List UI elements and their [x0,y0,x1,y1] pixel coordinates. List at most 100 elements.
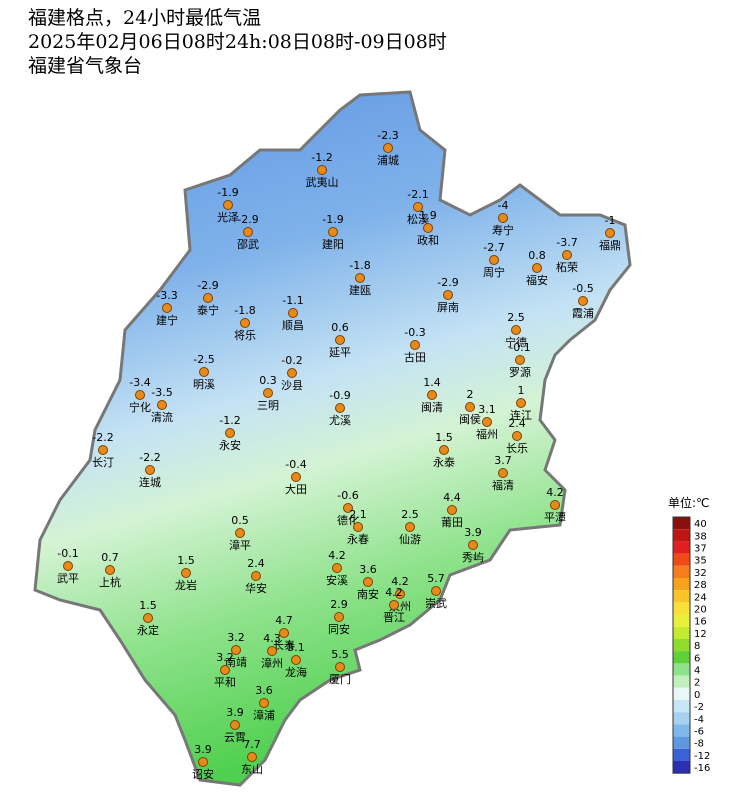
station-value: 3.2 [216,651,234,664]
station-value: 1.4 [423,376,441,389]
station-name: 永春 [347,532,369,546]
station-name: 南安 [357,587,379,601]
station-value: 3.9 [226,706,244,719]
station-dot [198,757,208,767]
legend-label: 16 [694,617,707,628]
station-dot [235,528,245,538]
station-dot [353,522,363,532]
station-dot [291,472,301,482]
station-value: 4.4 [443,491,461,504]
station-name: 龙岩 [175,578,197,592]
station-value: -2.2 [139,451,160,464]
station-dot [512,431,522,441]
station-value: 1.5 [177,554,195,567]
station-value: 2.5 [507,311,525,324]
station-value: 2.1 [349,508,367,521]
legend-swatch [673,578,690,591]
station-dot [562,250,572,260]
station-value: 5.1 [287,641,305,654]
legend-swatch [673,761,690,774]
station-value: -4 [498,199,509,212]
legend-swatch [673,602,690,615]
legend-swatch [673,736,690,749]
station-name: 永定 [137,623,159,637]
station-value: 4.2 [391,575,409,588]
station-value: -3.3 [156,289,177,302]
station-name: 长汀 [92,456,114,469]
station-name: 安溪 [326,573,348,587]
legend-label: -12 [694,751,710,762]
station-dot [605,228,615,238]
station-name: 柘荣 [556,260,578,274]
station-dot [105,565,115,575]
legend-label: 32 [694,568,707,579]
station-name: 龙海 [285,665,307,679]
station-dot [145,465,155,475]
legend-label: 2 [694,678,700,689]
station-value: -0.9 [329,389,350,402]
station-dot [143,613,153,623]
station-value: -0.3 [404,326,425,339]
station-value: -2.9 [197,279,218,292]
station-value: -0.2 [281,354,302,367]
legend-label: -4 [694,714,704,725]
legend-swatch [673,675,690,688]
station-dot [363,577,373,587]
station-name: 华安 [245,581,267,595]
legend-swatch [673,529,690,542]
legend-label: 28 [694,580,707,591]
station-value: 0.7 [101,551,119,564]
station-name: 漳州 [261,656,283,670]
station-value: 3.2 [227,631,245,644]
station-value: -1.9 [322,213,343,226]
station-name: 诏安 [192,767,214,781]
station-value: 5.5 [331,648,349,661]
station-name: 泰宁 [197,303,219,317]
station-value: 4.2 [328,549,346,562]
station-dot [231,645,241,655]
station-dot [267,646,277,656]
legend-label: -16 [694,763,710,774]
station-value: -1.1 [282,294,303,307]
station-name: 永安 [219,438,241,452]
station-value: -2.9 [437,276,458,289]
legend-label: 24 [694,592,707,603]
station-dot [468,540,478,550]
station-value: -1.2 [311,151,332,164]
station-name: 同安 [328,622,350,636]
header-line: 福建省气象台 [28,55,142,77]
station-dot [334,612,344,622]
station-value: 2 [467,388,474,401]
station-dot [288,308,298,318]
station-name: 武夷山 [306,176,339,189]
station-name: 将乐 [234,329,256,342]
station-dot [355,273,365,283]
station-dot [251,571,261,581]
station-name: 南靖 [225,656,247,669]
legend-swatch [673,614,690,627]
station-dot [259,698,269,708]
station-dot [515,355,525,365]
legend-label: 4 [694,666,700,677]
station-value: 3.7 [494,454,512,467]
station-dot [162,303,172,313]
station-dot [343,503,353,513]
station-dot [423,223,433,233]
station-name: 漳浦 [253,708,275,722]
station-name: 德化 [337,513,359,527]
province-shape [33,90,632,787]
station-value: 3.6 [359,563,377,576]
station-value: 3.6 [255,684,273,697]
station-dot [157,400,167,410]
station-name: 秀屿 [462,551,484,564]
station-name: 宁化 [129,400,151,414]
station-dot [332,563,342,573]
legend-swatch [673,517,690,530]
station-name: 平和 [214,676,236,689]
station-dot [279,628,289,638]
legend-swatch [673,639,690,652]
station-dot [199,367,209,377]
station-dot [291,655,301,665]
legend-swatch [673,565,690,578]
station-value: 3.9 [194,743,212,756]
